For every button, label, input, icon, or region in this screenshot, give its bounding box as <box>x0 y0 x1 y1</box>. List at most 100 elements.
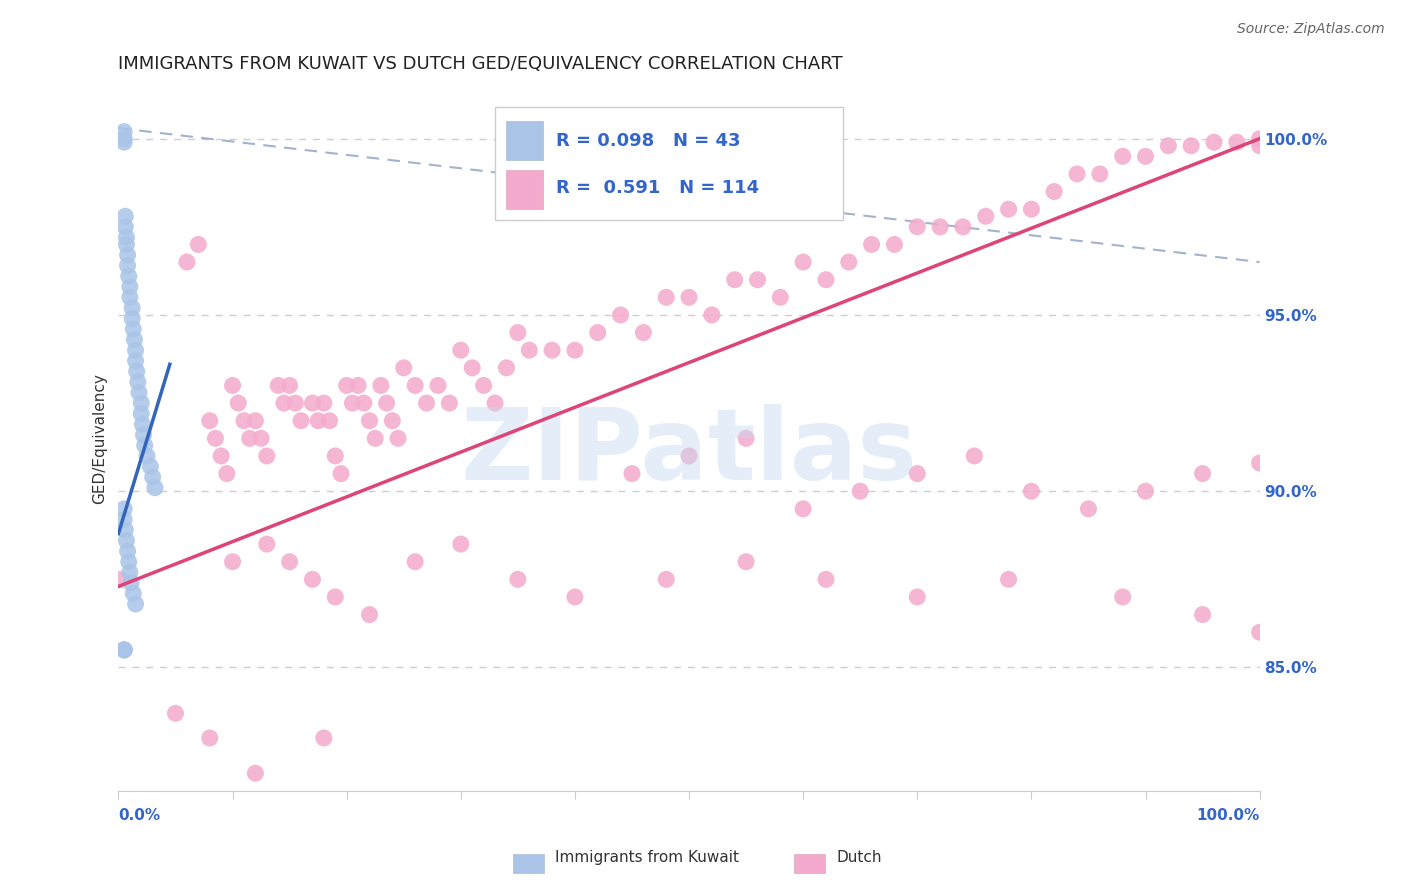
Point <box>204 431 226 445</box>
Point <box>198 731 221 745</box>
Point <box>114 523 136 537</box>
Point <box>118 279 141 293</box>
Point <box>245 766 267 780</box>
Point <box>735 431 758 445</box>
Point <box>747 273 769 287</box>
Point <box>1021 202 1043 217</box>
Text: Source: ZipAtlas.com: Source: ZipAtlas.com <box>1237 22 1385 37</box>
Point <box>387 431 409 445</box>
Point <box>250 431 273 445</box>
Point <box>120 575 142 590</box>
Point <box>849 484 872 499</box>
Point <box>1135 484 1157 499</box>
Point <box>609 308 631 322</box>
Point <box>118 269 141 284</box>
Text: R = 0.098   N = 43: R = 0.098 N = 43 <box>555 132 740 150</box>
Point <box>115 237 138 252</box>
Point <box>678 449 700 463</box>
Point <box>541 343 564 358</box>
Point <box>484 396 506 410</box>
Point <box>506 572 529 586</box>
Point <box>564 343 586 358</box>
Point <box>678 290 700 304</box>
Point <box>124 333 146 347</box>
Point <box>112 643 135 657</box>
Point <box>284 396 307 410</box>
FancyBboxPatch shape <box>506 170 543 210</box>
Point <box>883 237 905 252</box>
FancyBboxPatch shape <box>506 121 543 160</box>
Point <box>323 449 346 463</box>
Point <box>370 378 392 392</box>
Point <box>278 555 301 569</box>
Point <box>323 590 346 604</box>
Point <box>124 343 146 358</box>
Point <box>1043 185 1066 199</box>
Point <box>312 731 335 745</box>
Point <box>215 467 238 481</box>
Text: ZIPatlas: ZIPatlas <box>461 404 918 501</box>
Point <box>132 427 155 442</box>
Point <box>792 255 814 269</box>
Text: 100.0%: 100.0% <box>1197 808 1260 823</box>
Point <box>124 353 146 368</box>
Point <box>974 209 997 223</box>
Point <box>564 590 586 604</box>
Point <box>110 572 132 586</box>
Point <box>633 326 655 340</box>
Point <box>114 219 136 234</box>
Point <box>342 396 364 410</box>
Point <box>1111 149 1133 163</box>
Point <box>792 501 814 516</box>
Point <box>136 449 159 463</box>
Point <box>1021 484 1043 499</box>
Point <box>112 643 135 657</box>
Point <box>586 326 609 340</box>
Point <box>256 537 278 551</box>
Point <box>1249 625 1271 640</box>
Point <box>392 360 415 375</box>
Point <box>1191 467 1213 481</box>
Point <box>814 273 837 287</box>
Point <box>118 566 141 580</box>
Point <box>472 378 495 392</box>
Point <box>127 375 149 389</box>
Y-axis label: GED/Equivalency: GED/Equivalency <box>93 373 107 504</box>
Point <box>1077 501 1099 516</box>
Point <box>124 597 146 611</box>
Point <box>318 414 340 428</box>
Point <box>165 706 187 721</box>
Point <box>860 237 883 252</box>
Point <box>221 378 243 392</box>
Point <box>142 470 165 484</box>
Point <box>312 396 335 410</box>
Point <box>1249 131 1271 145</box>
Point <box>620 467 643 481</box>
Point <box>129 396 152 410</box>
Point <box>364 431 387 445</box>
Point <box>112 512 135 526</box>
Point <box>273 396 295 410</box>
Point <box>143 481 166 495</box>
Point <box>121 311 143 326</box>
Point <box>359 607 381 622</box>
Point <box>134 438 156 452</box>
Point <box>1180 138 1202 153</box>
Point <box>128 385 150 400</box>
Point <box>121 301 143 315</box>
Point <box>112 125 135 139</box>
Point <box>122 586 145 600</box>
Point <box>187 237 209 252</box>
Point <box>997 572 1019 586</box>
Point <box>439 396 461 410</box>
Point <box>404 378 426 392</box>
Point <box>1157 138 1180 153</box>
Point <box>290 414 312 428</box>
Point <box>301 572 323 586</box>
Point <box>506 326 529 340</box>
Point <box>198 414 221 428</box>
Point <box>381 414 404 428</box>
Point <box>1066 167 1088 181</box>
Point <box>117 248 139 262</box>
Point <box>769 290 792 304</box>
